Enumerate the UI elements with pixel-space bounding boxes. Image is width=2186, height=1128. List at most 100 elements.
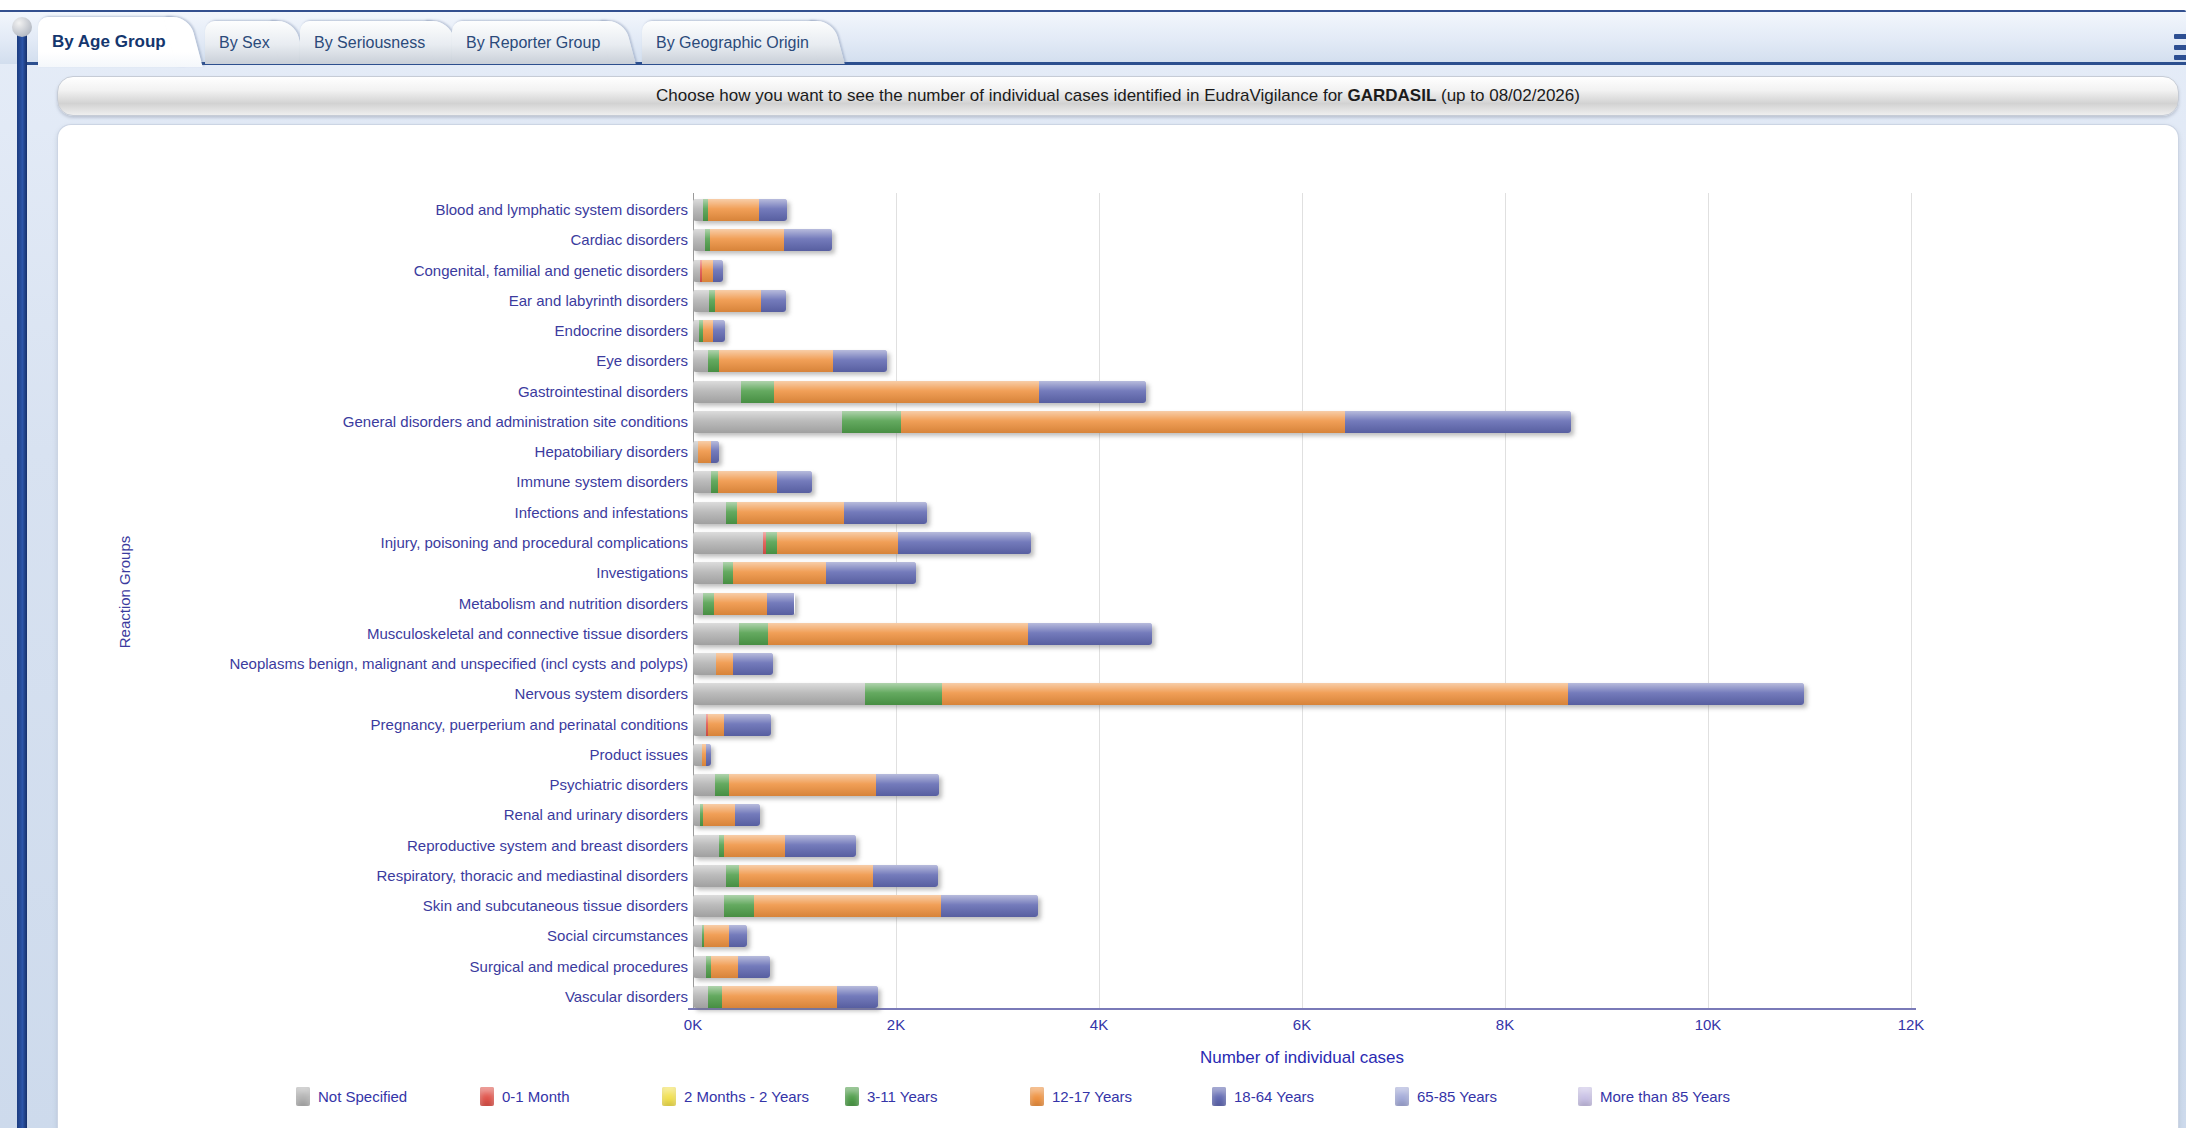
bar-surgical-and-medical-procedures[interactable] (693, 956, 770, 978)
bar-segment-18-64-years[interactable] (1028, 623, 1152, 645)
bar-segment-12-17-years[interactable] (722, 986, 837, 1008)
bar-segment-12-17-years[interactable] (716, 653, 733, 675)
bar-segment-not-specified[interactable] (693, 956, 706, 978)
tab-by-age-group[interactable]: By Age Group (38, 17, 184, 67)
bar-segment-not-specified[interactable] (693, 199, 703, 221)
bar-segment-18-64-years[interactable] (898, 532, 1031, 554)
bar-segment-18-64-years[interactable] (735, 804, 760, 826)
bar-segment-18-64-years[interactable] (941, 895, 1037, 917)
bar-segment-18-64-years[interactable] (724, 714, 771, 736)
bar-segment-12-17-years[interactable] (698, 441, 711, 463)
bar-segment-18-64-years[interactable] (761, 290, 786, 312)
bar-segment-12-17-years[interactable] (739, 865, 873, 887)
bar-segment-12-17-years[interactable] (718, 471, 777, 493)
bar-segment-18-64-years[interactable] (729, 925, 747, 947)
bar-pregnancy-puerperium-and-perinatal-condi[interactable] (693, 714, 771, 736)
bar-segment-not-specified[interactable] (693, 260, 700, 282)
bar-segment-3-11-years[interactable] (842, 411, 901, 433)
bar-segment-not-specified[interactable] (693, 290, 709, 312)
bar-segment-not-specified[interactable] (693, 350, 708, 372)
bar-segment-12-17-years[interactable] (719, 350, 833, 372)
bar-segment-18-64-years[interactable] (844, 502, 927, 524)
bar-segment-18-64-years[interactable] (713, 320, 725, 342)
bar-segment-12-17-years[interactable] (708, 714, 724, 736)
bar-segment-18-64-years[interactable] (873, 865, 938, 887)
bar-segment-18-64-years[interactable] (1039, 381, 1146, 403)
bar-segment-not-specified[interactable] (693, 714, 706, 736)
bar-segment-not-specified[interactable] (693, 532, 763, 554)
bar-infections-and-infestations[interactable] (693, 502, 927, 524)
bar-segment-3-11-years[interactable] (708, 350, 719, 372)
bar-vascular-disorders[interactable] (693, 986, 878, 1008)
bar-segment-12-17-years[interactable] (714, 593, 767, 615)
bar-respiratory-thoracic-and-mediastinal-dis[interactable] (693, 865, 938, 887)
bar-segment-not-specified[interactable] (693, 229, 705, 251)
bar-segment-3-11-years[interactable] (724, 895, 754, 917)
bar-segment-3-11-years[interactable] (766, 532, 777, 554)
bar-segment-18-64-years[interactable] (826, 562, 916, 584)
bar-segment-12-17-years[interactable] (733, 562, 826, 584)
bar-segment-12-17-years[interactable] (754, 895, 941, 917)
bar-segment-3-11-years[interactable] (739, 623, 768, 645)
bar-segment-not-specified[interactable] (693, 653, 716, 675)
bar-segment-12-17-years[interactable] (901, 411, 1345, 433)
bar-reproductive-system-and-breast-disorders[interactable] (693, 835, 856, 857)
bar-segment-not-specified[interactable] (693, 411, 842, 433)
bar-general-disorders-and-administration-sit[interactable] (693, 411, 1571, 433)
bar-segment-12-17-years[interactable] (777, 532, 898, 554)
bar-cardiac-disorders[interactable] (693, 229, 832, 251)
bar-segment-18-64-years[interactable] (767, 593, 795, 615)
bar-segment-12-17-years[interactable] (710, 229, 784, 251)
bar-segment-12-17-years[interactable] (708, 199, 759, 221)
bar-segment-12-17-years[interactable] (703, 804, 734, 826)
bar-segment-3-11-years[interactable] (711, 471, 718, 493)
bar-segment-not-specified[interactable] (693, 774, 715, 796)
bar-segment-not-specified[interactable] (693, 986, 708, 1008)
bar-segment-18-64-years[interactable] (733, 653, 773, 675)
bar-segment-18-64-years[interactable] (784, 229, 832, 251)
bar-segment-18-64-years[interactable] (713, 260, 723, 282)
bar-segment-12-17-years[interactable] (942, 683, 1568, 705)
bar-social-circumstances[interactable] (693, 925, 747, 947)
bar-segment-not-specified[interactable] (693, 502, 726, 524)
bar-segment-3-11-years[interactable] (726, 865, 738, 887)
divider-handle[interactable] (12, 17, 32, 37)
bar-segment-not-specified[interactable] (693, 593, 703, 615)
bar-musculoskeletal-and-connective-tissue-di[interactable] (693, 623, 1152, 645)
bar-segment-12-17-years[interactable] (737, 502, 845, 524)
bar-renal-and-urinary-disorders[interactable] (693, 804, 760, 826)
bar-segment-18-64-years[interactable] (711, 441, 719, 463)
bar-segment-3-11-years[interactable] (723, 562, 732, 584)
bar-segment-12-17-years[interactable] (702, 260, 713, 282)
bar-segment-not-specified[interactable] (693, 744, 702, 766)
bar-segment-12-17-years[interactable] (715, 290, 761, 312)
bar-segment-3-11-years[interactable] (703, 593, 714, 615)
bar-gastrointestinal-disorders[interactable] (693, 381, 1146, 403)
bar-neoplasms-benign-malignant-and-unspecifi[interactable] (693, 653, 773, 675)
bar-blood-and-lymphatic-system-disorders[interactable] (693, 199, 787, 221)
bar-segment-18-64-years[interactable] (777, 471, 812, 493)
bar-segment-not-specified[interactable] (693, 804, 700, 826)
bar-segment-not-specified[interactable] (693, 683, 865, 705)
bar-segment-12-17-years[interactable] (703, 320, 713, 342)
bar-metabolism-and-nutrition-disorders[interactable] (693, 593, 795, 615)
bar-segment-18-64-years[interactable] (785, 835, 856, 857)
bar-segment-12-17-years[interactable] (724, 835, 785, 857)
menu-icon[interactable] (2174, 34, 2186, 60)
bar-congenital-familial-and-genetic-disorder[interactable] (693, 260, 723, 282)
bar-segment-not-specified[interactable] (693, 471, 711, 493)
bar-segment-18-64-years[interactable] (876, 774, 939, 796)
bar-injury-poisoning-and-procedural-complica[interactable] (693, 532, 1031, 554)
bar-segment-18-64-years[interactable] (738, 956, 770, 978)
tab-by-seriousness[interactable]: By Seriousness (300, 21, 443, 64)
bar-segment-18-64-years[interactable] (759, 199, 787, 221)
bar-hepatobiliary-disorders[interactable] (693, 441, 719, 463)
bar-segment-3-11-years[interactable] (865, 683, 942, 705)
bar-product-issues[interactable] (693, 744, 711, 766)
bar-segment-not-specified[interactable] (693, 895, 724, 917)
bar-segment-not-specified[interactable] (693, 381, 741, 403)
bar-segment-18-64-years[interactable] (1345, 411, 1571, 433)
tab-by-geographic-origin[interactable]: By Geographic Origin (642, 21, 827, 64)
bar-segment-12-17-years[interactable] (774, 381, 1039, 403)
bar-segment-3-11-years[interactable] (708, 986, 722, 1008)
